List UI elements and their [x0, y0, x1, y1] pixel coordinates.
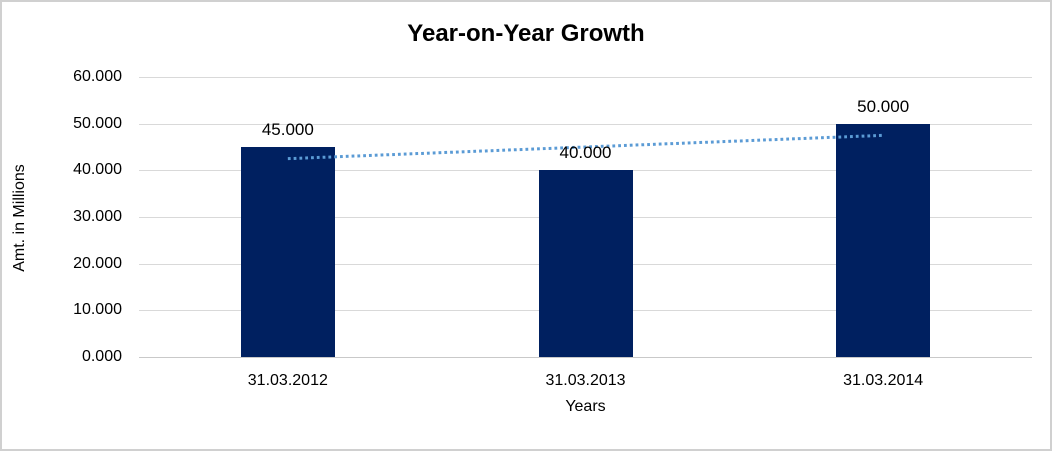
y-tick-label: 30.000	[73, 208, 122, 225]
x-category-label: 31.03.2012	[247, 372, 328, 389]
x-category-label: 31.03.2014	[843, 372, 924, 389]
y-axis-tick-labels: 60.000 50.000 40.000 30.000 20.000 10.000 0.00…	[2, 68, 124, 365]
bar	[538, 170, 633, 357]
plot-area: 45.000 40.000 50.000	[139, 77, 1032, 358]
x-axis-title: Years	[565, 398, 606, 415]
y-tick-label: 60.000	[73, 68, 122, 85]
y-tick-label: 50.000	[73, 114, 122, 132]
gridline	[139, 77, 1032, 78]
y-tick-label: 0.000	[81, 348, 122, 365]
y-tick-label: 40.000	[73, 161, 122, 179]
bar-data-label: 40.000	[559, 143, 612, 163]
bar	[240, 147, 335, 357]
x-axis-category-labels: 31.03.2012 31.03.2013 31.03.2014	[139, 370, 1032, 392]
bar-data-label: 50.000	[857, 96, 910, 116]
x-category-label: 31.03.2013	[545, 372, 626, 389]
y-tick-label: 20.000	[73, 254, 122, 272]
gridline	[139, 123, 1032, 125]
bar-data-label: 45.000	[261, 120, 314, 139]
bar	[836, 123, 931, 357]
chart-title: Year-on-Year Growth	[407, 20, 645, 47]
y-tick-label: 10.000	[73, 301, 122, 319]
x-axis-line	[139, 357, 1032, 358]
